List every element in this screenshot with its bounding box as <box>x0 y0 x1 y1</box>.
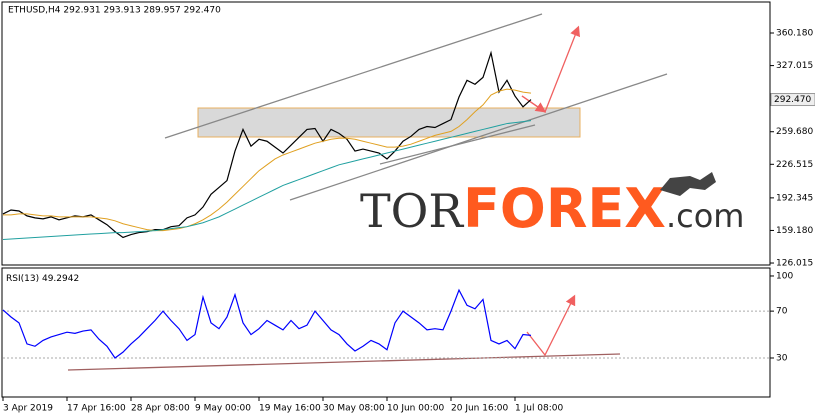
price-panel <box>1 1 771 266</box>
support-line <box>379 124 536 165</box>
rsi-panel <box>1 267 771 398</box>
y-tick-label: 159.180 <box>776 226 813 236</box>
series-line <box>2 120 532 240</box>
rsi-forecast-arrow <box>526 294 576 357</box>
rsi-value: 49.2942 <box>42 274 79 284</box>
x-tick-label: 1 Jul 08:00 <box>515 404 564 414</box>
watermark-tor: TOR <box>360 184 464 238</box>
bull-logo <box>660 172 716 196</box>
rsi-trendline <box>67 353 621 371</box>
channel-lower <box>289 73 668 201</box>
x-tick-label: 28 Apr 08:00 <box>131 404 190 414</box>
rsi-name: RSI(13) <box>6 274 39 284</box>
series-line <box>3 88 532 232</box>
rsi-label: RSI(13) 49.2942 <box>6 274 79 284</box>
y-tick-label: 259.680 <box>776 127 813 137</box>
current-price-label: 292.470 <box>774 95 811 105</box>
watermark: TORFOREX.com <box>360 177 744 240</box>
x-tick-label: 10 Jun 00:00 <box>387 404 444 414</box>
y-tick-label: 30 <box>776 353 788 363</box>
y-tick-label: 226.515 <box>776 160 813 170</box>
x-tick-label: 3 Apr 2019 <box>3 404 53 414</box>
x-tick-label: 30 May 08:00 <box>323 404 385 414</box>
x-tick-label: 17 Apr 16:00 <box>67 404 126 414</box>
series-line <box>2 288 532 359</box>
current-price-box <box>770 93 815 107</box>
watermark-com: .com <box>666 197 745 235</box>
y-tick-label: 327.015 <box>776 61 813 71</box>
y-tick-label: 126.015 <box>776 259 813 269</box>
series-line <box>2 50 532 239</box>
y-tick-label: 192.345 <box>776 193 813 203</box>
y-tick-label: 360.180 <box>776 29 813 39</box>
forecast-arrow-down <box>521 95 547 113</box>
x-tick-label: 9 May 00:00 <box>195 404 251 414</box>
symbol-header: ETHUSD,H4 292.931 293.913 289.957 292.47… <box>8 6 221 16</box>
x-tick-label: 19 May 16:00 <box>259 404 321 414</box>
watermark-forex: FOREX <box>463 177 666 240</box>
channel-upper <box>164 13 543 139</box>
x-tick-label: 20 Jun 16:00 <box>451 404 508 414</box>
y-tick-label: 100 <box>776 271 793 281</box>
y-tick-label: 70 <box>776 307 788 317</box>
